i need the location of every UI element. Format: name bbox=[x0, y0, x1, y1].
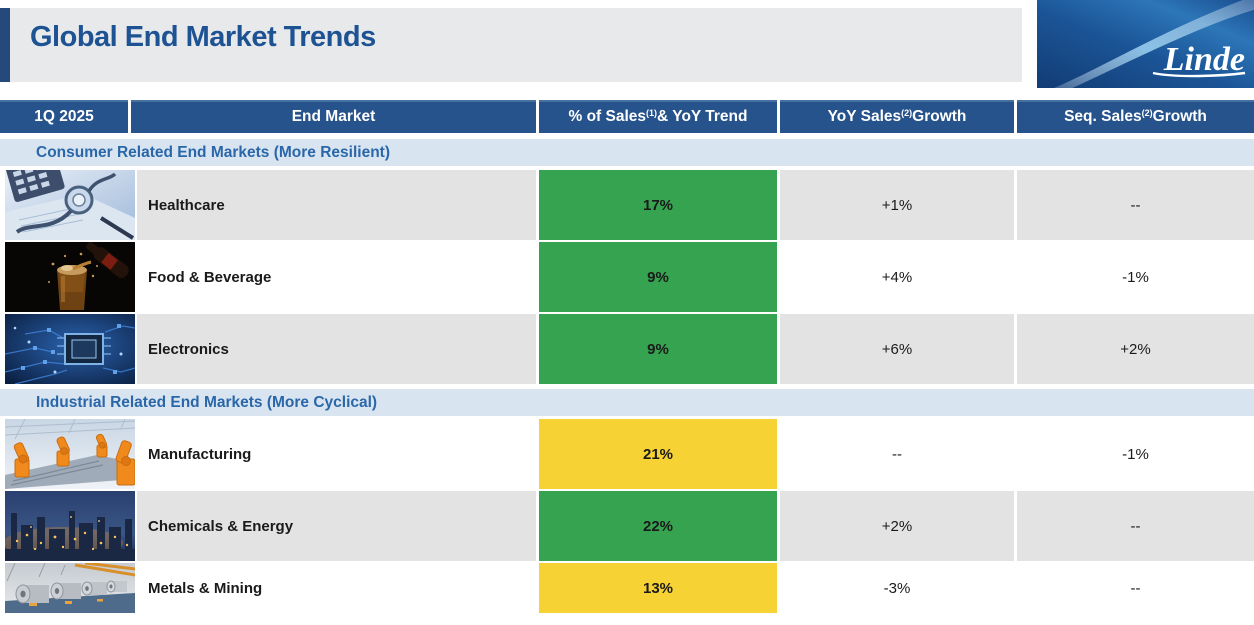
linde-wordmark: Linde bbox=[1163, 41, 1245, 78]
section-title: Consumer Related End Markets (More Resil… bbox=[36, 143, 390, 161]
end-market-cell: Chemicals & Energy bbox=[137, 491, 536, 561]
end-market-cell: Food & Beverage bbox=[137, 242, 536, 312]
page-title: Global End Market Trends bbox=[30, 21, 376, 53]
share-cell: 9% bbox=[539, 242, 777, 312]
header-banner: Global End Market Trends bbox=[0, 8, 1022, 82]
share-cell: 22% bbox=[539, 491, 777, 561]
yoy-growth-cell: -3% bbox=[883, 579, 911, 597]
end-market-cell: Healthcare bbox=[137, 170, 536, 240]
section-header-consumer: Consumer Related End Markets (More Resil… bbox=[0, 139, 1254, 166]
electronics-image bbox=[5, 314, 135, 384]
table-row-manufacturing: Manufacturing 21% -- -1% bbox=[0, 419, 1254, 489]
yoy-growth-cell: +6% bbox=[780, 314, 1014, 384]
yoy-growth-cell: +2% bbox=[780, 491, 1014, 561]
col-yoy-header: YoY Sales (2) Growth bbox=[780, 100, 1014, 133]
col-endmarket-header: End Market bbox=[131, 100, 536, 133]
table-row-chemicals-energy: Chemicals & Energy 22% +2% -- bbox=[0, 491, 1254, 561]
yoy-growth-cell: -- bbox=[892, 445, 902, 463]
seq-growth-cell: -- bbox=[1130, 579, 1141, 597]
swoosh-graphic bbox=[1053, 0, 1254, 88]
seq-growth-cell: -- bbox=[1017, 491, 1254, 561]
end-market-cell: Manufacturing bbox=[137, 419, 536, 489]
end-market-cell: Metals & Mining bbox=[137, 563, 536, 613]
manufacturing-image bbox=[5, 419, 135, 489]
seq-growth-cell: +2% bbox=[1017, 314, 1254, 384]
table-row-metals-mining: Metals & Mining 13% -3% -- bbox=[0, 563, 1254, 613]
end-market-label: Chemicals & Energy bbox=[148, 517, 294, 535]
yoy-growth-cell: +1% bbox=[780, 170, 1014, 240]
col-period-header: 1Q 2025 bbox=[0, 100, 128, 133]
chemicals-energy-image bbox=[5, 491, 135, 561]
col-seq-header: Seq. Sales (2) Growth bbox=[1017, 100, 1254, 133]
table-row-healthcare: Healthcare 17% +1% -- bbox=[0, 170, 1254, 240]
table-header-row: 1Q 2025 End Market % of Sales (1) & YoY T… bbox=[0, 100, 1254, 133]
table-row-food-beverage: Food & Beverage 9% +4% -1% bbox=[0, 242, 1254, 312]
section-header-industrial: Industrial Related End Markets (More Cyc… bbox=[0, 389, 1254, 416]
share-cell: 13% bbox=[539, 563, 777, 613]
linde-logo: Linde bbox=[1037, 0, 1254, 88]
food-beverage-image bbox=[5, 242, 135, 312]
table-row-electronics: Electronics 9% +6% +2% bbox=[0, 314, 1254, 384]
yoy-growth-cell: +4% bbox=[881, 268, 913, 286]
col-share-header: % of Sales (1) & YoY Trend bbox=[539, 100, 777, 133]
end-market-table: 1Q 2025 End Market % of Sales (1) & YoY T… bbox=[0, 100, 1254, 615]
metals-mining-image bbox=[5, 563, 135, 613]
healthcare-image bbox=[5, 170, 135, 240]
end-market-cell: Electronics bbox=[137, 314, 536, 384]
share-cell: 17% bbox=[539, 170, 777, 240]
seq-growth-cell: -- bbox=[1017, 170, 1254, 240]
share-cell: 9% bbox=[539, 314, 777, 384]
section-title: Industrial Related End Markets (More Cyc… bbox=[36, 393, 378, 411]
end-market-label: Healthcare bbox=[148, 196, 225, 214]
end-market-label: Metals & Mining bbox=[148, 579, 263, 597]
end-market-label: Electronics bbox=[148, 340, 229, 358]
end-market-label: Food & Beverage bbox=[148, 268, 272, 286]
share-cell: 21% bbox=[539, 419, 777, 489]
seq-growth-cell: -1% bbox=[1122, 268, 1149, 286]
linde-logo-graphic: Linde bbox=[1037, 0, 1254, 88]
accent-bar bbox=[0, 8, 10, 82]
seq-growth-cell: -1% bbox=[1122, 445, 1149, 463]
end-market-label: Manufacturing bbox=[148, 445, 252, 463]
